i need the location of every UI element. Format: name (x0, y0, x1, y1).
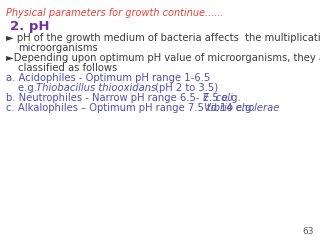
Text: classified as follows: classified as follows (18, 63, 117, 73)
Text: a. Acidophiles - Optimum pH range 1-6.5: a. Acidophiles - Optimum pH range 1-6.5 (6, 73, 210, 83)
Text: ► pH of the growth medium of bacteria affects  the multiplication of: ► pH of the growth medium of bacteria af… (6, 33, 320, 43)
Text: E. coli: E. coli (203, 93, 233, 103)
Text: 63: 63 (302, 227, 314, 236)
Text: ►Depending upon optimum pH value of microorganisms, they are: ►Depending upon optimum pH value of micr… (6, 53, 320, 63)
Text: e.g.: e.g. (18, 83, 40, 93)
Text: 2. pH: 2. pH (10, 20, 50, 33)
Text: Physical parameters for growth continue......: Physical parameters for growth continue.… (6, 8, 224, 18)
Text: Thiobacillus thiooxidans: Thiobacillus thiooxidans (36, 83, 156, 93)
Text: Vibrio cholerae: Vibrio cholerae (204, 103, 279, 113)
Text: b. Neutrophiles - Narrow pH range 6.5- 7.5 e.g.: b. Neutrophiles - Narrow pH range 6.5- 7… (6, 93, 244, 103)
Text: microorganisms: microorganisms (18, 43, 98, 53)
Text: (pH 2 to 3.5): (pH 2 to 3.5) (152, 83, 218, 93)
Text: c. Alkalophiles – Optimum pH range 7.5 to 14 e.g.: c. Alkalophiles – Optimum pH range 7.5 t… (6, 103, 258, 113)
